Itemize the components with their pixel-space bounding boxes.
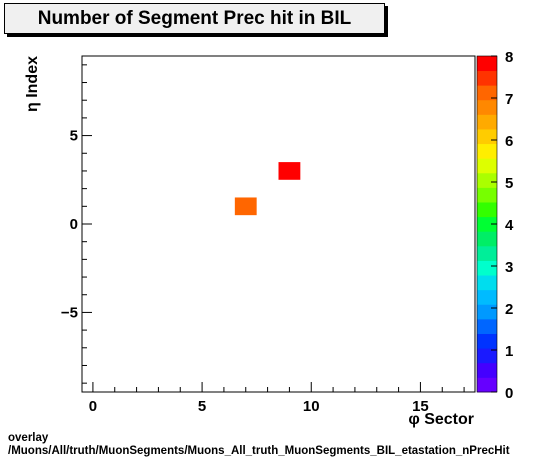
palette-tick-label: 0: [505, 385, 513, 402]
palette-swatch: [477, 114, 497, 130]
palette-tick-label: 5: [505, 175, 513, 192]
palette-swatch: [477, 158, 497, 174]
palette-swatch: [477, 260, 497, 276]
palette-swatch: [477, 333, 497, 349]
palette-swatch: [477, 348, 497, 364]
plot-frame: [81, 55, 476, 393]
palette-swatch: [477, 172, 497, 188]
palette-tick-label: 8: [505, 49, 513, 66]
palette-swatch: [477, 187, 497, 203]
palette-swatch: [477, 318, 497, 334]
palette-tick-label: 3: [505, 259, 513, 276]
palette-swatch: [477, 275, 497, 291]
footer-line-path: /Muons/All/truth/MuonSegments/Muons_All_…: [8, 445, 510, 457]
palette-swatch: [477, 143, 497, 159]
palette-tick-label: 6: [505, 133, 513, 150]
palette-swatch: [477, 245, 497, 261]
x-tick-label: 5: [198, 398, 206, 415]
x-tick-label: 0: [89, 398, 97, 415]
x-tick-label: 10: [303, 398, 320, 415]
footer-line-overlay: overlay: [8, 432, 49, 444]
palette-swatch: [477, 85, 497, 101]
palette-swatch: [477, 377, 497, 393]
palette-swatch: [477, 289, 497, 305]
palette-swatch: [477, 231, 497, 247]
heatmap-cell: [234, 197, 257, 216]
y-tick-label: 5: [70, 128, 78, 145]
palette-swatch: [477, 362, 497, 378]
y-tick-label: 0: [70, 216, 78, 233]
palette-swatch: [477, 70, 497, 86]
palette-swatch: [477, 99, 497, 115]
palette-swatch: [477, 56, 497, 72]
palette-swatch: [477, 216, 497, 232]
x-axis-label: φ Sector: [408, 411, 474, 428]
x-tick-label: 15: [412, 398, 429, 415]
chart-title-box: Number of Segment Prec hit in BIL: [4, 3, 385, 34]
palette-tick-label: 1: [505, 343, 513, 360]
palette-tick-label: 2: [505, 301, 513, 318]
palette-tick-label: 7: [505, 91, 513, 108]
heatmap-cell: [278, 162, 301, 180]
palette-tick-label: 4: [505, 217, 514, 234]
palette-swatch: [477, 304, 497, 320]
y-tick-label: −5: [61, 304, 78, 321]
footer-path: overlay /Muons/All/truth/MuonSegments/Mu…: [8, 432, 510, 458]
chart-title: Number of Segment Prec hit in BIL: [37, 8, 352, 29]
palette-swatch: [477, 202, 497, 218]
y-axis-label: η Index: [24, 56, 41, 112]
palette-swatch: [477, 129, 497, 145]
